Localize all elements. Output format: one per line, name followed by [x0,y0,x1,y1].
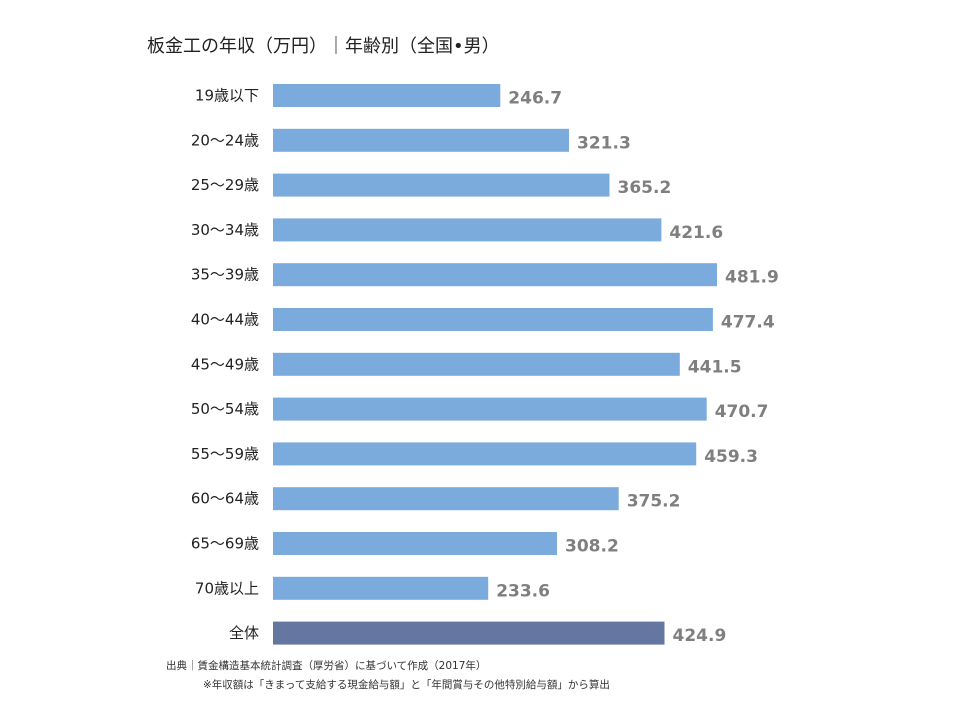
bar-3 [273,218,662,242]
category-label: 55～59歳 [191,445,259,463]
bar-0 [273,84,501,107]
category-label: 35～39歳 [191,266,259,284]
value-label: 365.2 [618,178,672,198]
value-label: 246.7 [508,89,562,109]
value-label: 470.7 [715,402,769,422]
bar-1 [273,128,569,152]
chart-title: 板金工の年収（万円）｜年齢別（全国•男） [147,36,500,57]
value-label: 421.6 [669,223,723,243]
category-label: 40～44歳 [191,311,259,329]
bar-10 [273,532,557,555]
value-label: 375.2 [627,492,681,512]
bar-total [273,621,665,645]
bar-2 [273,173,610,197]
bar-11 [273,576,489,600]
category-label: 45～49歳 [191,355,259,373]
source-note: 出典｜賃金構造基本統計調査（厚労省）に基づいて作成（2017年） [166,660,487,672]
category-label: 60～64歳 [191,490,259,508]
value-label: 424.9 [673,626,727,646]
category-label: 65～69歳 [191,535,259,553]
value-label: 477.4 [721,313,775,333]
bar-5 [273,308,713,331]
value-label: 441.5 [688,357,742,377]
value-label: 321.3 [577,133,631,153]
category-label: 25～29歳 [191,176,259,194]
category-label: 50～54歳 [191,400,259,418]
bar-8 [273,442,697,466]
bar-chart: 19歳以下 246.7 20～24歳 321.3 25～29歳 365.2 30～34歳 42… [191,84,779,646]
bar-9 [273,487,619,511]
value-label: 233.6 [496,581,550,601]
value-label: 481.9 [725,268,779,288]
category-label: 19歳以下 [195,87,259,105]
bar-7 [273,397,707,421]
category-label: 全体 [229,624,259,642]
value-label: 459.3 [704,447,758,467]
value-label: 308.2 [565,537,619,557]
bar-4 [273,263,717,287]
calculation-note: ※年収額は「きまって支給する現金給与額」と「年間賞与その他特別給与額」から算出 [203,679,610,691]
category-label: 70歳以上 [195,579,259,597]
category-label: 30～34歳 [191,221,259,239]
category-label: 20～24歳 [191,131,259,149]
bar-6 [273,352,680,376]
